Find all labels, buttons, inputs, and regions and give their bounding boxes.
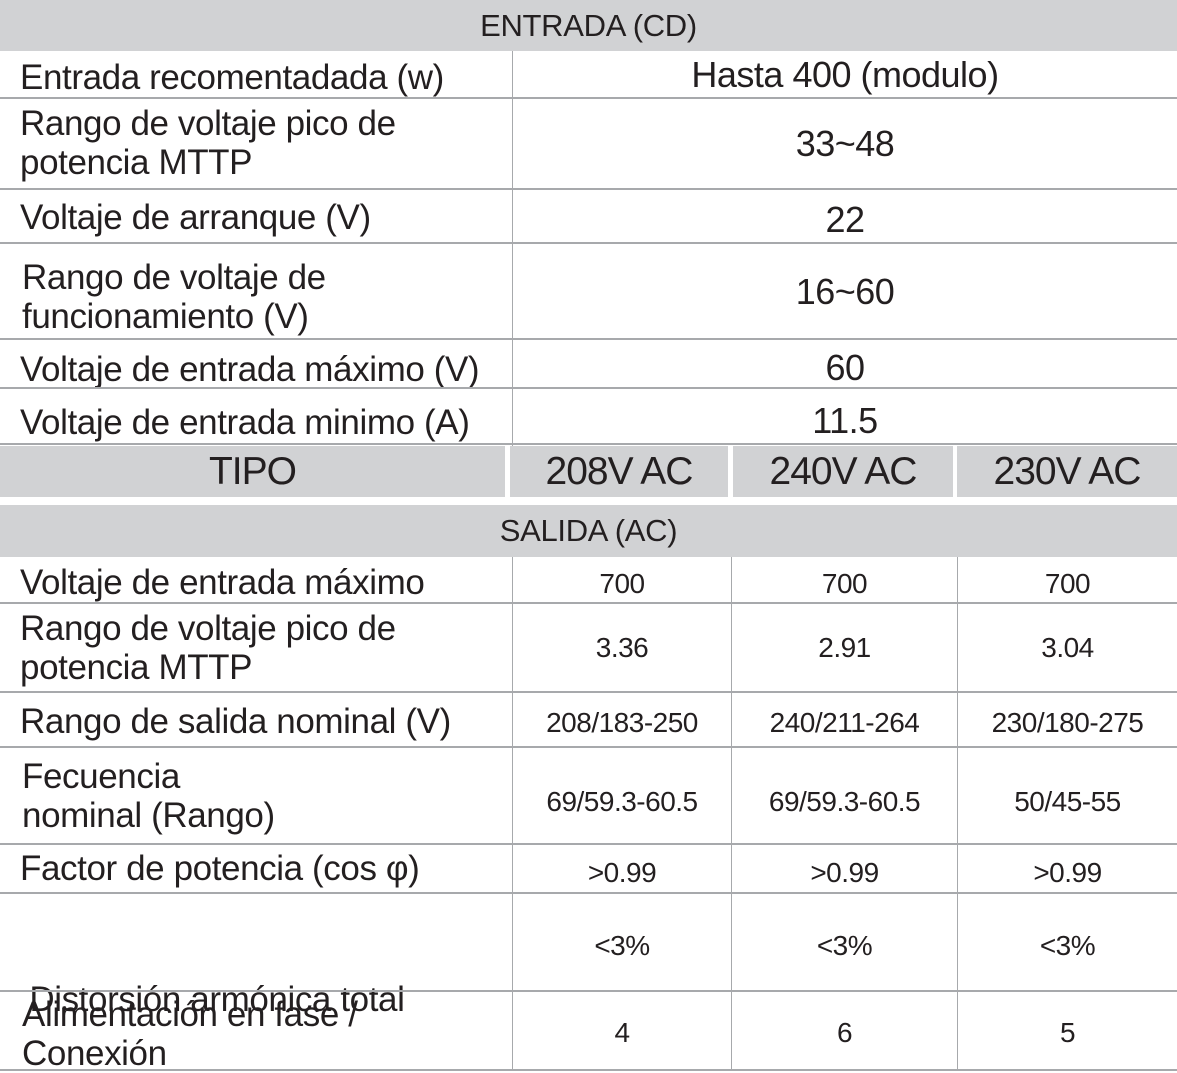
input-row-value: 60 bbox=[825, 347, 865, 388]
type-label-cell: TIPO bbox=[0, 446, 505, 497]
row-divider bbox=[0, 443, 1177, 445]
row-divider bbox=[0, 338, 1177, 340]
output-value-240v: 240/211-264 bbox=[769, 707, 920, 738]
input-column-divider bbox=[512, 51, 513, 446]
output-value-240v: 6 bbox=[836, 1017, 853, 1048]
output-section-header: SALIDA (AC) bbox=[0, 505, 1177, 557]
output-value-240v: 69/59.3-60.5 bbox=[768, 786, 921, 817]
input-row-label: Rango de voltaje pico de potencia MTTP bbox=[20, 104, 396, 182]
output-value-240v: >0.99 bbox=[810, 857, 879, 888]
input-row-value: 11.5 bbox=[812, 400, 878, 441]
input-section-title: ENTRADA (CD) bbox=[480, 7, 697, 43]
output-row-label: Voltaje de entrada máximo bbox=[20, 563, 425, 602]
output-value-208v: <3% bbox=[594, 930, 650, 961]
output-value-208v: 3.36 bbox=[595, 632, 649, 663]
output-value-240v: 2.91 bbox=[818, 632, 871, 663]
output-row-label: Alimentación en fase / Conexión bbox=[22, 995, 358, 1073]
output-value-208v: 700 bbox=[599, 568, 645, 599]
input-row-value: 16~60 bbox=[795, 271, 895, 312]
row-divider bbox=[0, 990, 1177, 992]
output-value-208v: 4 bbox=[614, 1017, 630, 1048]
output-value-240v: 700 bbox=[821, 568, 868, 599]
output-value-208v: >0.99 bbox=[587, 857, 657, 888]
mppt-range-value: 33~48 bbox=[795, 123, 895, 164]
output-value-230v: 50/45-55 bbox=[1014, 786, 1121, 817]
row-divider bbox=[0, 242, 1177, 244]
input-row-label: Voltaje de arranque (V) bbox=[20, 198, 371, 237]
output-section-title: SALIDA (AC) bbox=[499, 513, 678, 548]
output-column-divider bbox=[957, 557, 958, 1071]
output-value-240v: <3% bbox=[816, 930, 873, 961]
output-value-230v: 5 bbox=[1059, 1017, 1076, 1048]
row-divider bbox=[0, 188, 1177, 190]
input-row-label: Voltaje de entrada minimo (A) bbox=[20, 403, 470, 442]
output-column-divider bbox=[731, 557, 732, 1071]
output-column-divider bbox=[512, 557, 513, 1071]
type-column-230v: 230V AC bbox=[957, 446, 1177, 497]
row-divider bbox=[0, 691, 1177, 693]
input-row-label: Rango de voltaje de funcionamiento (V) bbox=[22, 258, 326, 336]
row-divider bbox=[0, 97, 1177, 99]
input-row-value: 22 bbox=[825, 199, 865, 240]
input-row-label: Entrada recomentadada (w) bbox=[20, 58, 444, 97]
input-section-header: ENTRADA (CD) bbox=[0, 0, 1177, 51]
row-divider bbox=[0, 746, 1177, 748]
input-row-value: Hasta 400 (modulo) bbox=[691, 53, 999, 95]
row-divider bbox=[0, 1069, 1177, 1071]
output-row-label: Distorsión armónica total (TDHi) bbox=[20, 980, 405, 1019]
output-value-230v: <3% bbox=[1039, 930, 1096, 961]
output-value-230v: 230/180-275 bbox=[991, 707, 1144, 738]
output-row-label: Rango de voltaje pico de potencia MTTP bbox=[20, 609, 396, 687]
output-value-230v: 700 bbox=[1044, 568, 1091, 599]
type-column-208v: 208V AC bbox=[510, 446, 728, 497]
input-row-value: 33~48 bbox=[513, 99, 1177, 189]
output-value-208v: 208/183-250 bbox=[546, 707, 698, 738]
output-row-label: Rango de salida nominal (V) bbox=[20, 702, 451, 741]
row-divider bbox=[0, 892, 1177, 894]
row-divider bbox=[0, 387, 1177, 389]
row-divider bbox=[0, 602, 1177, 604]
output-value-230v: >0.99 bbox=[1033, 857, 1102, 888]
type-column-240v: 240V AC bbox=[733, 446, 953, 497]
row-divider bbox=[0, 843, 1177, 845]
output-row-label: Fecuencia nominal (Rango) bbox=[22, 757, 275, 835]
output-value-208v: 69/59.3-60.5 bbox=[546, 786, 698, 817]
input-row-label: Voltaje de entrada máximo (V) bbox=[20, 350, 480, 389]
output-row-label: Factor de potencia (cos φ) bbox=[20, 849, 420, 888]
output-value-230v: 3.04 bbox=[1041, 632, 1094, 663]
